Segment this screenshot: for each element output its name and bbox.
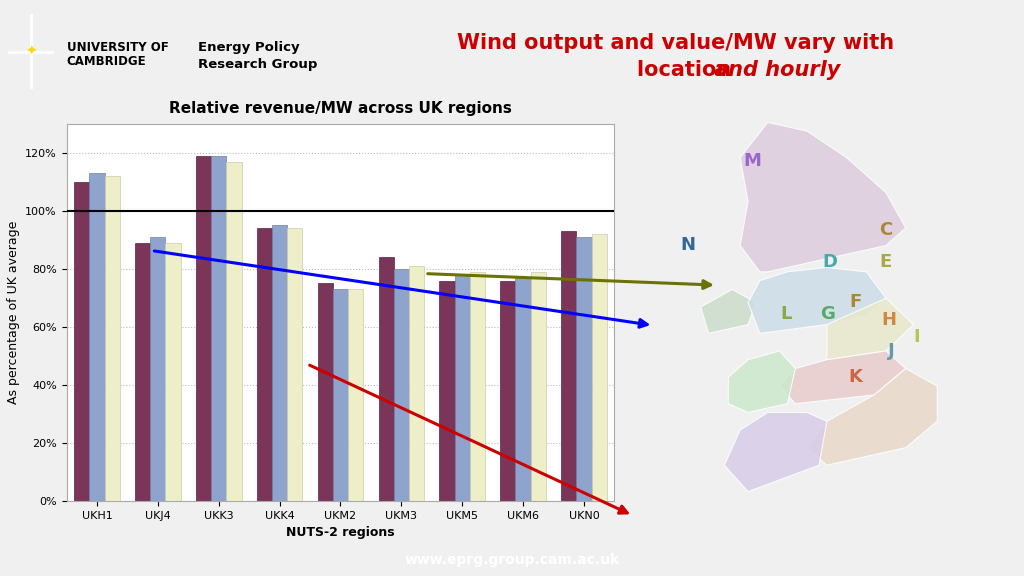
Bar: [439, 281, 455, 501]
Text: Research Group: Research Group: [198, 58, 317, 71]
Bar: [104, 176, 120, 501]
Bar: [501, 281, 515, 501]
Polygon shape: [724, 412, 827, 491]
Polygon shape: [827, 298, 913, 360]
Text: Wind output and value/MW vary with: Wind output and value/MW vary with: [458, 33, 894, 53]
Bar: [577, 237, 592, 501]
Bar: [561, 231, 577, 501]
Bar: [135, 243, 151, 501]
Text: D: D: [822, 253, 837, 271]
X-axis label: NUTS-2 regions: NUTS-2 regions: [286, 526, 395, 539]
Text: location: location: [637, 60, 738, 80]
Bar: [379, 257, 394, 501]
Text: F: F: [849, 293, 861, 312]
Title: Relative revenue/MW across UK regions: Relative revenue/MW across UK regions: [169, 101, 512, 116]
Bar: [394, 269, 409, 501]
Polygon shape: [740, 123, 905, 272]
Bar: [530, 272, 546, 501]
Text: K: K: [848, 368, 862, 386]
Bar: [151, 237, 166, 501]
Polygon shape: [700, 289, 756, 334]
Text: J: J: [888, 342, 894, 361]
Text: G: G: [820, 305, 835, 323]
Text: H: H: [882, 310, 896, 329]
Text: and hourly: and hourly: [714, 60, 840, 80]
Bar: [89, 173, 104, 501]
Text: CAMBRIDGE: CAMBRIDGE: [67, 55, 146, 68]
Bar: [226, 161, 242, 501]
Text: Energy Policy: Energy Policy: [198, 41, 299, 54]
Bar: [592, 234, 607, 501]
Bar: [455, 275, 470, 501]
Text: C: C: [880, 221, 892, 240]
Bar: [74, 182, 89, 501]
Text: UNIVERSITY OF: UNIVERSITY OF: [67, 41, 168, 54]
Text: www.eprg.group.cam.ac.uk: www.eprg.group.cam.ac.uk: [404, 554, 620, 567]
Bar: [515, 278, 530, 501]
Bar: [317, 283, 333, 501]
Polygon shape: [807, 369, 937, 465]
Bar: [272, 225, 287, 501]
Text: N: N: [681, 236, 695, 254]
Text: ✦: ✦: [26, 45, 37, 59]
Bar: [333, 289, 348, 501]
Text: E: E: [880, 253, 892, 271]
Bar: [348, 289, 364, 501]
Polygon shape: [728, 351, 796, 412]
Polygon shape: [748, 267, 886, 334]
Bar: [196, 156, 211, 501]
Y-axis label: As percentage of UK average: As percentage of UK average: [6, 221, 19, 404]
Bar: [257, 228, 272, 501]
Text: I: I: [913, 328, 920, 346]
Bar: [409, 266, 424, 501]
Text: L: L: [780, 305, 793, 323]
Bar: [470, 272, 485, 501]
Bar: [211, 156, 226, 501]
Bar: [166, 243, 180, 501]
Polygon shape: [779, 351, 905, 404]
Bar: [287, 228, 302, 501]
Text: M: M: [743, 152, 762, 170]
